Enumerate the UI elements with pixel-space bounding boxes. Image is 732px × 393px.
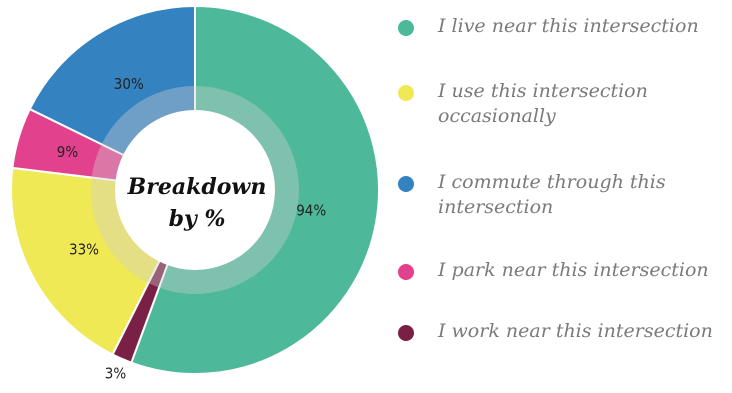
legend-swatch [398,85,414,101]
slice-labels: 94% 3% 33% 9% 30% [57,75,327,383]
legend-item: I use this intersection occasionally [398,79,728,129]
legend-item: I park near this intersection [398,258,728,283]
slice-label: 3% [105,365,127,383]
legend-label: I park near this intersection [438,259,709,281]
legend-label: I commute through this intersection [438,171,666,218]
legend-item: I commute through this intersection [398,170,728,220]
legend-swatch [398,325,414,341]
center-label-line-1: Breakdown [127,174,267,200]
donut-chart: 94% 3% 33% 9% 30% Breakdown by % [9,4,380,383]
legend-label: I use this intersection occasionally [438,80,648,127]
legend-swatch [398,20,414,36]
center-label-line-2: by % [169,206,226,232]
legend-swatch [398,264,414,280]
slice-label: 30% [114,75,144,93]
slice-label: 33% [69,241,99,259]
slice-label: 9% [57,143,79,161]
legend: I live near this intersection I use this… [398,0,732,393]
legend-item: I work near this intersection [398,319,728,344]
legend-label: I work near this intersection [438,320,713,342]
legend-label: I live near this intersection [438,15,699,37]
legend-swatch [398,176,414,192]
center-hole [115,110,275,270]
slice-label: 94% [296,202,326,220]
legend-item: I live near this intersection [398,14,728,39]
